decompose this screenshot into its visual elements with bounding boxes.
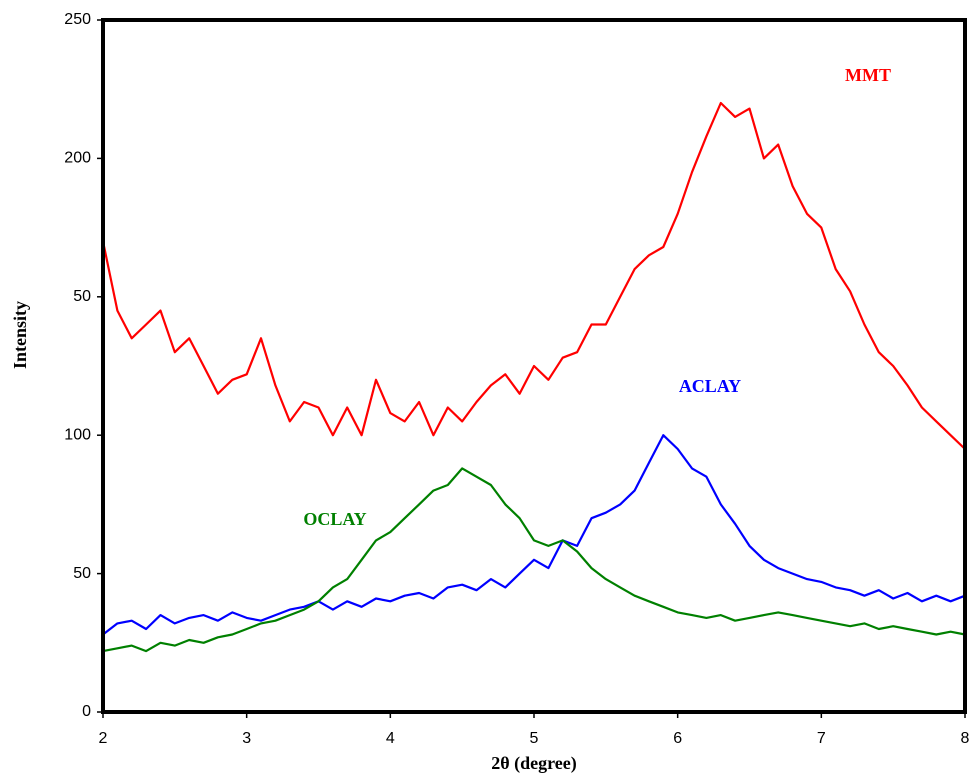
x-tick-label: 8 <box>961 730 970 747</box>
x-tick-label: 5 <box>530 730 539 747</box>
series-label: OCLAY <box>303 509 366 529</box>
x-tick-label: 2 <box>99 730 108 747</box>
y-tick-label: 250 <box>64 11 91 28</box>
plot-frame <box>101 18 967 714</box>
series-label: MMT <box>845 65 891 85</box>
y-tick-label: 200 <box>64 150 91 167</box>
series-line <box>102 434 966 636</box>
y-tick-label: 50 <box>73 565 91 582</box>
y-tick-label: 100 <box>64 426 91 443</box>
x-tick-label: 4 <box>386 730 395 747</box>
y-tick-label: 50 <box>73 288 91 305</box>
series-line <box>101 101 966 450</box>
series-line <box>102 467 966 653</box>
x-axis-title: 2θ (degree) <box>491 753 577 774</box>
series-label: ACLAY <box>679 376 741 396</box>
y-axis-title: Intensity <box>10 301 30 369</box>
x-tick-label: 6 <box>673 730 682 747</box>
x-tick-label: 7 <box>817 730 826 747</box>
y-tick-label: 0 <box>82 703 91 720</box>
x-tick-label: 3 <box>242 730 251 747</box>
